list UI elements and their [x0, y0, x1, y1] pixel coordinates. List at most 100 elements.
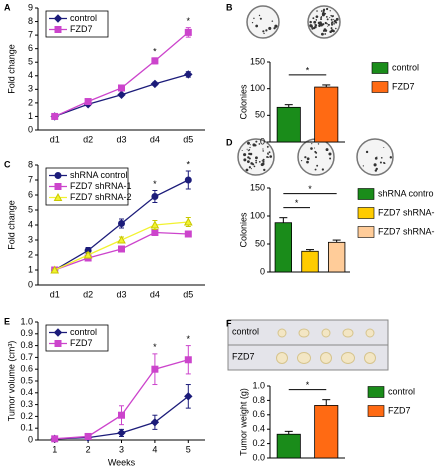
colony — [331, 23, 334, 26]
y-tick-label: 0.6 — [20, 364, 33, 374]
panel-letter: D — [226, 137, 233, 147]
y-tick-label: 0.2 — [252, 438, 265, 448]
y-axis-label: Colonies — [238, 212, 248, 248]
marker — [150, 79, 160, 89]
y-tick-label: 8 — [28, 16, 33, 26]
y-tick-label: 5 — [28, 204, 33, 214]
y-tick-label: 0 — [28, 434, 33, 444]
colony — [331, 21, 334, 24]
marker — [117, 90, 126, 99]
colony — [258, 14, 261, 17]
significance-mark: * — [187, 159, 191, 169]
y-tick-label: 9 — [28, 2, 33, 12]
tumor-row-label: FZD7 — [232, 351, 255, 361]
colony — [325, 148, 329, 152]
bar — [274, 222, 293, 273]
colony — [312, 17, 315, 20]
x-axis-label: Weeks — [108, 457, 136, 467]
panel-letter: F — [226, 318, 232, 328]
marker — [151, 365, 159, 373]
colony — [250, 168, 252, 170]
colony — [327, 23, 330, 26]
colony — [365, 150, 369, 154]
marker — [150, 418, 160, 427]
colony — [330, 14, 332, 17]
marker — [53, 328, 63, 337]
legend-label: FZD7 shRNA-2 — [70, 192, 132, 202]
legend-label: FZD7 shRNA- — [378, 226, 435, 236]
marker — [151, 57, 159, 65]
significance-mark: * — [187, 334, 191, 344]
y-tick-label: 5 — [28, 57, 33, 67]
colony — [326, 7, 329, 11]
colony — [246, 160, 250, 164]
marker — [118, 220, 125, 227]
colony — [380, 156, 383, 159]
y-tick-label: 150 — [250, 182, 265, 192]
panel-letter: B — [226, 2, 233, 12]
tumor — [365, 328, 375, 338]
colony — [251, 22, 254, 24]
tumor — [276, 352, 288, 364]
colony — [243, 153, 247, 157]
y-tick-label: 50 — [255, 110, 265, 120]
colony — [271, 20, 274, 22]
colony — [318, 21, 322, 25]
colony — [314, 168, 317, 171]
panel-letter: E — [4, 316, 10, 326]
y-tick-label: 100 — [250, 210, 265, 220]
significance-mark: * — [187, 16, 191, 26]
x-tick-label: d2 — [83, 289, 93, 299]
marker — [151, 193, 159, 200]
y-axis-label: Tumor volume (cm³) — [6, 341, 16, 422]
legend-label: shRNA contro — [378, 188, 434, 198]
colony — [327, 25, 329, 27]
colony — [324, 21, 327, 25]
legend-swatch — [357, 188, 375, 200]
colony — [262, 150, 264, 152]
marker — [117, 428, 126, 438]
colony — [261, 160, 263, 162]
colony — [260, 163, 264, 167]
y-tick-label: 0.6 — [252, 409, 265, 419]
colony — [262, 148, 264, 150]
colony — [310, 25, 313, 28]
colony — [306, 157, 310, 161]
marker — [83, 250, 93, 259]
y-tick-label: 0.1 — [20, 423, 33, 433]
y-tick-label: 7 — [28, 29, 33, 39]
x-tick-label: d3 — [116, 289, 126, 299]
colony — [328, 152, 332, 156]
colony — [304, 156, 307, 159]
colony — [249, 144, 251, 146]
tumor — [277, 328, 287, 338]
colony — [324, 30, 326, 32]
colony — [333, 23, 335, 25]
colony — [247, 141, 250, 145]
colony — [311, 143, 313, 145]
colony — [269, 155, 273, 158]
significance-mark: * — [153, 342, 157, 352]
panel-letter: A — [4, 2, 11, 12]
colony — [318, 24, 321, 28]
colony-dish — [356, 138, 394, 176]
bar — [276, 433, 301, 459]
colony — [255, 140, 258, 143]
y-tick-label: 6 — [28, 43, 33, 53]
colony — [335, 17, 339, 21]
colony — [376, 156, 378, 158]
colony — [249, 152, 253, 156]
y-axis-label: Tumor weight (g) — [238, 388, 248, 456]
x-tick-label: d4 — [150, 134, 160, 144]
colony — [268, 26, 272, 30]
tumor — [364, 352, 376, 364]
y-tick-label: 8 — [28, 159, 33, 169]
colony — [322, 23, 324, 25]
marker — [117, 235, 126, 244]
marker — [184, 28, 192, 36]
colony — [315, 20, 317, 22]
tumor-row-label: control — [232, 326, 259, 336]
tumor — [321, 328, 331, 338]
colony — [314, 156, 317, 159]
x-tick-label: d3 — [116, 134, 126, 144]
